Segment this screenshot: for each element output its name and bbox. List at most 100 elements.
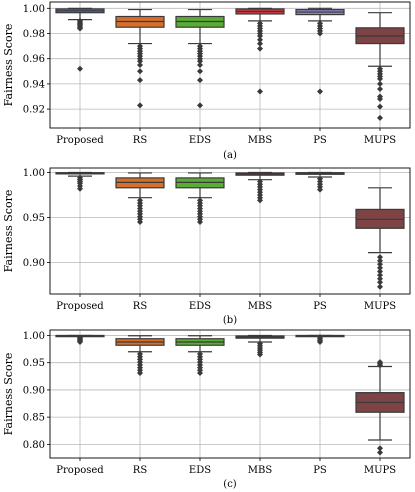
outlier-point (377, 103, 383, 110)
y-tick-label: 0.80 (23, 440, 45, 451)
box-rs (115, 335, 165, 377)
outlier-point (377, 268, 383, 275)
x-tick-label: RS (133, 301, 148, 312)
x-tick-label: Proposed (56, 301, 104, 312)
chart-panel-1: 0.92 0.94 0.96 0.98 1.00 Proposed RS EDS MBS PS MU… (2, 1, 411, 161)
y-tick-label: 0.92 (23, 105, 45, 116)
box-mups (355, 187, 405, 290)
outlier-point (77, 334, 83, 341)
outlier-point (257, 178, 263, 185)
y-tick-label: 0.96 (23, 54, 45, 65)
outlier-point (257, 20, 263, 27)
outlier-point (377, 279, 383, 286)
panel-caption: (c) (223, 479, 237, 490)
box-proposed (55, 7, 105, 72)
box-ps (295, 171, 345, 193)
outlier-point (377, 93, 383, 100)
outlier-point (197, 62, 203, 68)
chart-panel-3: 0.80 0.85 0.90 0.95 1.00 Proposed RS EDS MBS PS MU… (2, 329, 411, 490)
outlier-point (377, 65, 383, 72)
x-tick-label: MUPS (364, 301, 396, 312)
x-tick-label: PS (313, 465, 327, 476)
outlier-point (77, 174, 83, 181)
y-axis-label: Fairness Score (2, 190, 15, 273)
y-tick-label: 0.95 (23, 213, 45, 224)
x-tick-label: MBS (248, 135, 273, 146)
chart-panel-2: 0.90 0.95 1.00 Proposed RS EDS MBS PS MUPS Fairne… (2, 167, 411, 326)
outlier-point (197, 77, 203, 84)
x-tick-label: RS (133, 465, 148, 476)
outlier-point (77, 65, 83, 72)
outlier-point (377, 85, 383, 92)
axes-frame (49, 329, 411, 459)
box-mbs (235, 171, 285, 204)
box-rs (115, 172, 165, 225)
outlier-point (137, 197, 143, 204)
outlier-point (377, 114, 383, 121)
y-tick-label: 0.90 (23, 258, 45, 269)
outlier-point (377, 283, 383, 290)
box-proposed (55, 171, 105, 192)
outlier-point (377, 275, 383, 282)
x-tick-label: PS (313, 301, 327, 312)
box-mbs (235, 334, 285, 358)
outlier-point (377, 257, 383, 264)
x-tick-label: MBS (248, 465, 273, 476)
box-mups (355, 12, 405, 121)
outlier-point (377, 359, 383, 366)
x-tick-label: RS (133, 135, 148, 146)
panel-caption: (a) (223, 150, 237, 161)
y-tick-label: 1.00 (23, 331, 45, 342)
outlier-point (377, 254, 383, 261)
panel-caption: (b) (223, 315, 237, 326)
outlier-point (257, 88, 263, 95)
outlier-point (137, 102, 143, 109)
box-ps (295, 7, 345, 95)
outlier-point (137, 68, 143, 75)
y-tick-label: 0.94 (23, 79, 45, 90)
y-tick-label: 0.90 (23, 385, 45, 396)
outlier-point (317, 88, 323, 95)
x-tick-label: MUPS (364, 465, 396, 476)
x-tick-label: PS (313, 135, 327, 146)
x-tick-label: Proposed (56, 465, 104, 476)
outlier-point (137, 77, 143, 84)
y-tick-label: 0.98 (23, 29, 45, 40)
y-tick-label: 0.95 (23, 358, 45, 369)
box-mups (355, 359, 405, 456)
outlier-point (197, 43, 203, 50)
x-tick-label: EDS (189, 135, 211, 146)
box-eds (175, 8, 225, 109)
outlier-point (377, 264, 383, 271)
outlier-point (317, 20, 323, 27)
y-tick-label: 1.00 (23, 4, 45, 15)
y-tick-label: 0.85 (23, 413, 45, 424)
box-eds (175, 335, 225, 377)
outlier-point (377, 272, 383, 279)
box-proposed (55, 334, 105, 345)
outlier-point (197, 102, 203, 109)
outlier-point (257, 340, 263, 347)
outlier-point (377, 80, 383, 87)
x-tick-label: MUPS (364, 135, 396, 146)
outlier-point (137, 62, 143, 68)
outlier-point (377, 261, 383, 268)
outlier-point (377, 445, 383, 452)
box-mbs (235, 7, 285, 95)
box-ps (295, 334, 345, 345)
outlier-point (77, 17, 83, 24)
outlier-point (197, 350, 203, 357)
axes-frame (49, 1, 411, 129)
x-tick-label: Proposed (56, 135, 104, 146)
x-tick-label: EDS (189, 301, 211, 312)
outlier-point (317, 334, 323, 341)
outlier-point (197, 68, 203, 75)
outlier-point (257, 36, 263, 43)
outlier-point (197, 197, 203, 204)
y-tick-label: 1.00 (23, 168, 45, 179)
x-tick-label: EDS (189, 465, 211, 476)
y-axis-label: Fairness Score (2, 353, 15, 436)
box-eds (175, 172, 225, 225)
axes-frame (49, 167, 411, 295)
